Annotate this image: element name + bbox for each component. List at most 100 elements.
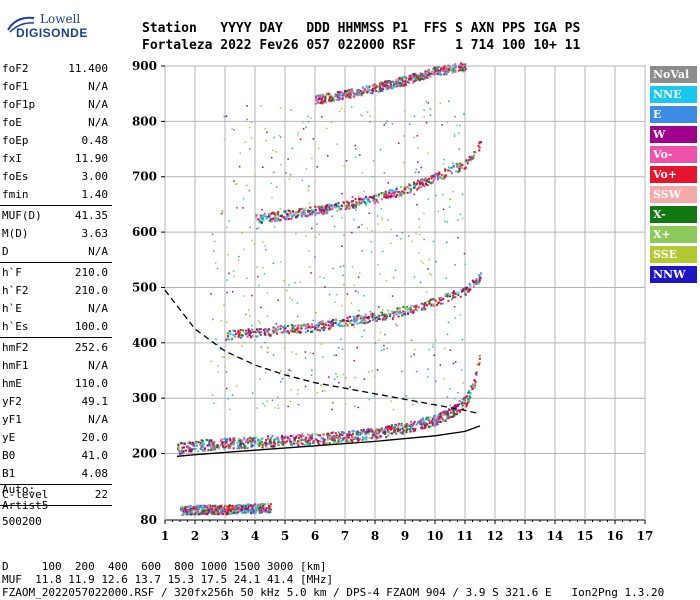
echo-dot bbox=[251, 392, 254, 394]
echo-dot bbox=[259, 322, 261, 324]
echo-dot bbox=[428, 300, 431, 303]
echo-dot bbox=[322, 433, 325, 436]
echo-dot bbox=[310, 272, 312, 274]
echo-dot bbox=[392, 190, 395, 193]
echo-dot bbox=[365, 202, 368, 205]
echo-dot bbox=[252, 437, 255, 440]
echo-dot bbox=[404, 80, 407, 83]
echo-dot bbox=[438, 172, 441, 175]
echo-dot bbox=[361, 319, 364, 322]
echo-dot bbox=[371, 88, 374, 91]
echo-dot bbox=[236, 441, 239, 444]
echo-dot bbox=[434, 314, 436, 316]
echo-dot bbox=[252, 510, 255, 513]
echo-dot bbox=[328, 321, 331, 324]
echo-dot bbox=[280, 261, 282, 263]
echo-dot bbox=[199, 506, 202, 509]
echo-dot bbox=[459, 124, 461, 127]
y-tick-label: 800 bbox=[132, 114, 157, 128]
echo-dot bbox=[337, 202, 340, 205]
echo-dot bbox=[257, 218, 260, 221]
echo-dot bbox=[444, 174, 447, 177]
echo-dot bbox=[299, 331, 302, 334]
echo-dot bbox=[281, 438, 284, 441]
echo-dot bbox=[390, 81, 393, 84]
echo-dot bbox=[430, 303, 433, 306]
echo-dot bbox=[353, 218, 355, 221]
echo-dot bbox=[334, 432, 337, 435]
echo-dot bbox=[392, 408, 395, 411]
echo-dot bbox=[183, 508, 186, 511]
echo-dot bbox=[457, 132, 460, 134]
echo-dot bbox=[453, 134, 456, 136]
echo-dot bbox=[304, 440, 307, 443]
echo-dot bbox=[213, 402, 215, 405]
echo-dot bbox=[371, 175, 374, 178]
echo-dot bbox=[255, 214, 258, 217]
legend-item: SSW bbox=[650, 186, 697, 203]
echo-dot bbox=[276, 325, 279, 328]
echo-dot bbox=[300, 442, 303, 445]
echo-dot bbox=[448, 198, 451, 201]
echo-dot bbox=[466, 290, 469, 293]
echo-dot bbox=[454, 66, 457, 69]
echo-dot bbox=[248, 334, 251, 337]
echo-dot bbox=[458, 64, 461, 67]
echo-dot bbox=[362, 430, 365, 433]
echo-dot bbox=[304, 327, 307, 330]
echo-dot bbox=[228, 447, 231, 450]
echo-dot bbox=[389, 425, 392, 428]
echo-dot bbox=[425, 182, 428, 185]
echo-dot bbox=[284, 217, 287, 220]
param-name: hmF1 bbox=[2, 359, 29, 372]
echo-dot bbox=[446, 121, 449, 124]
echo-dot bbox=[427, 72, 430, 75]
echo-dot bbox=[217, 445, 220, 448]
echo-dot bbox=[383, 427, 386, 430]
echo-dot bbox=[269, 438, 272, 441]
echo-dot bbox=[458, 400, 461, 403]
echo-dot bbox=[348, 96, 351, 99]
echo-dot bbox=[452, 162, 454, 164]
echo-dot bbox=[348, 433, 351, 436]
echo-dot bbox=[356, 430, 359, 433]
echo-dot bbox=[254, 436, 257, 439]
echo-dot bbox=[226, 332, 229, 335]
echo-dot bbox=[362, 436, 365, 439]
echo-dot bbox=[276, 436, 279, 439]
echo-dot bbox=[375, 316, 378, 319]
echo-dot bbox=[436, 423, 439, 426]
echo-dot bbox=[422, 75, 425, 78]
echo-dot bbox=[182, 450, 185, 453]
echo-dot bbox=[254, 339, 256, 341]
echo-dot bbox=[305, 436, 308, 439]
echo-dot bbox=[365, 85, 368, 88]
echo-dot bbox=[264, 245, 266, 247]
echo-dot bbox=[328, 95, 331, 98]
echo-dot bbox=[303, 323, 306, 326]
echo-dot bbox=[352, 203, 355, 206]
param-row: h`F 210.0 bbox=[0, 264, 112, 282]
echo-dot bbox=[266, 329, 269, 332]
echo-dot bbox=[287, 158, 289, 160]
echo-dot bbox=[231, 507, 234, 510]
echo-dot bbox=[305, 324, 308, 327]
echo-dot bbox=[276, 396, 279, 398]
echo-dot bbox=[265, 439, 268, 442]
echo-dot bbox=[208, 439, 211, 442]
legend-item: W bbox=[650, 126, 697, 143]
echo-dot bbox=[341, 439, 344, 442]
echo-dot bbox=[359, 93, 362, 96]
echo-dot bbox=[436, 178, 439, 181]
echo-dot bbox=[433, 414, 436, 417]
echo-dot bbox=[408, 123, 411, 125]
echo-dot bbox=[186, 513, 189, 516]
echo-dot bbox=[429, 75, 432, 78]
echo-dot bbox=[328, 206, 331, 209]
echo-dot bbox=[271, 217, 274, 220]
echo-dot bbox=[313, 211, 316, 214]
echo-dot bbox=[354, 156, 357, 159]
echo-dot bbox=[265, 139, 267, 142]
echo-dot bbox=[247, 309, 250, 311]
param-name: h`F bbox=[2, 266, 22, 279]
